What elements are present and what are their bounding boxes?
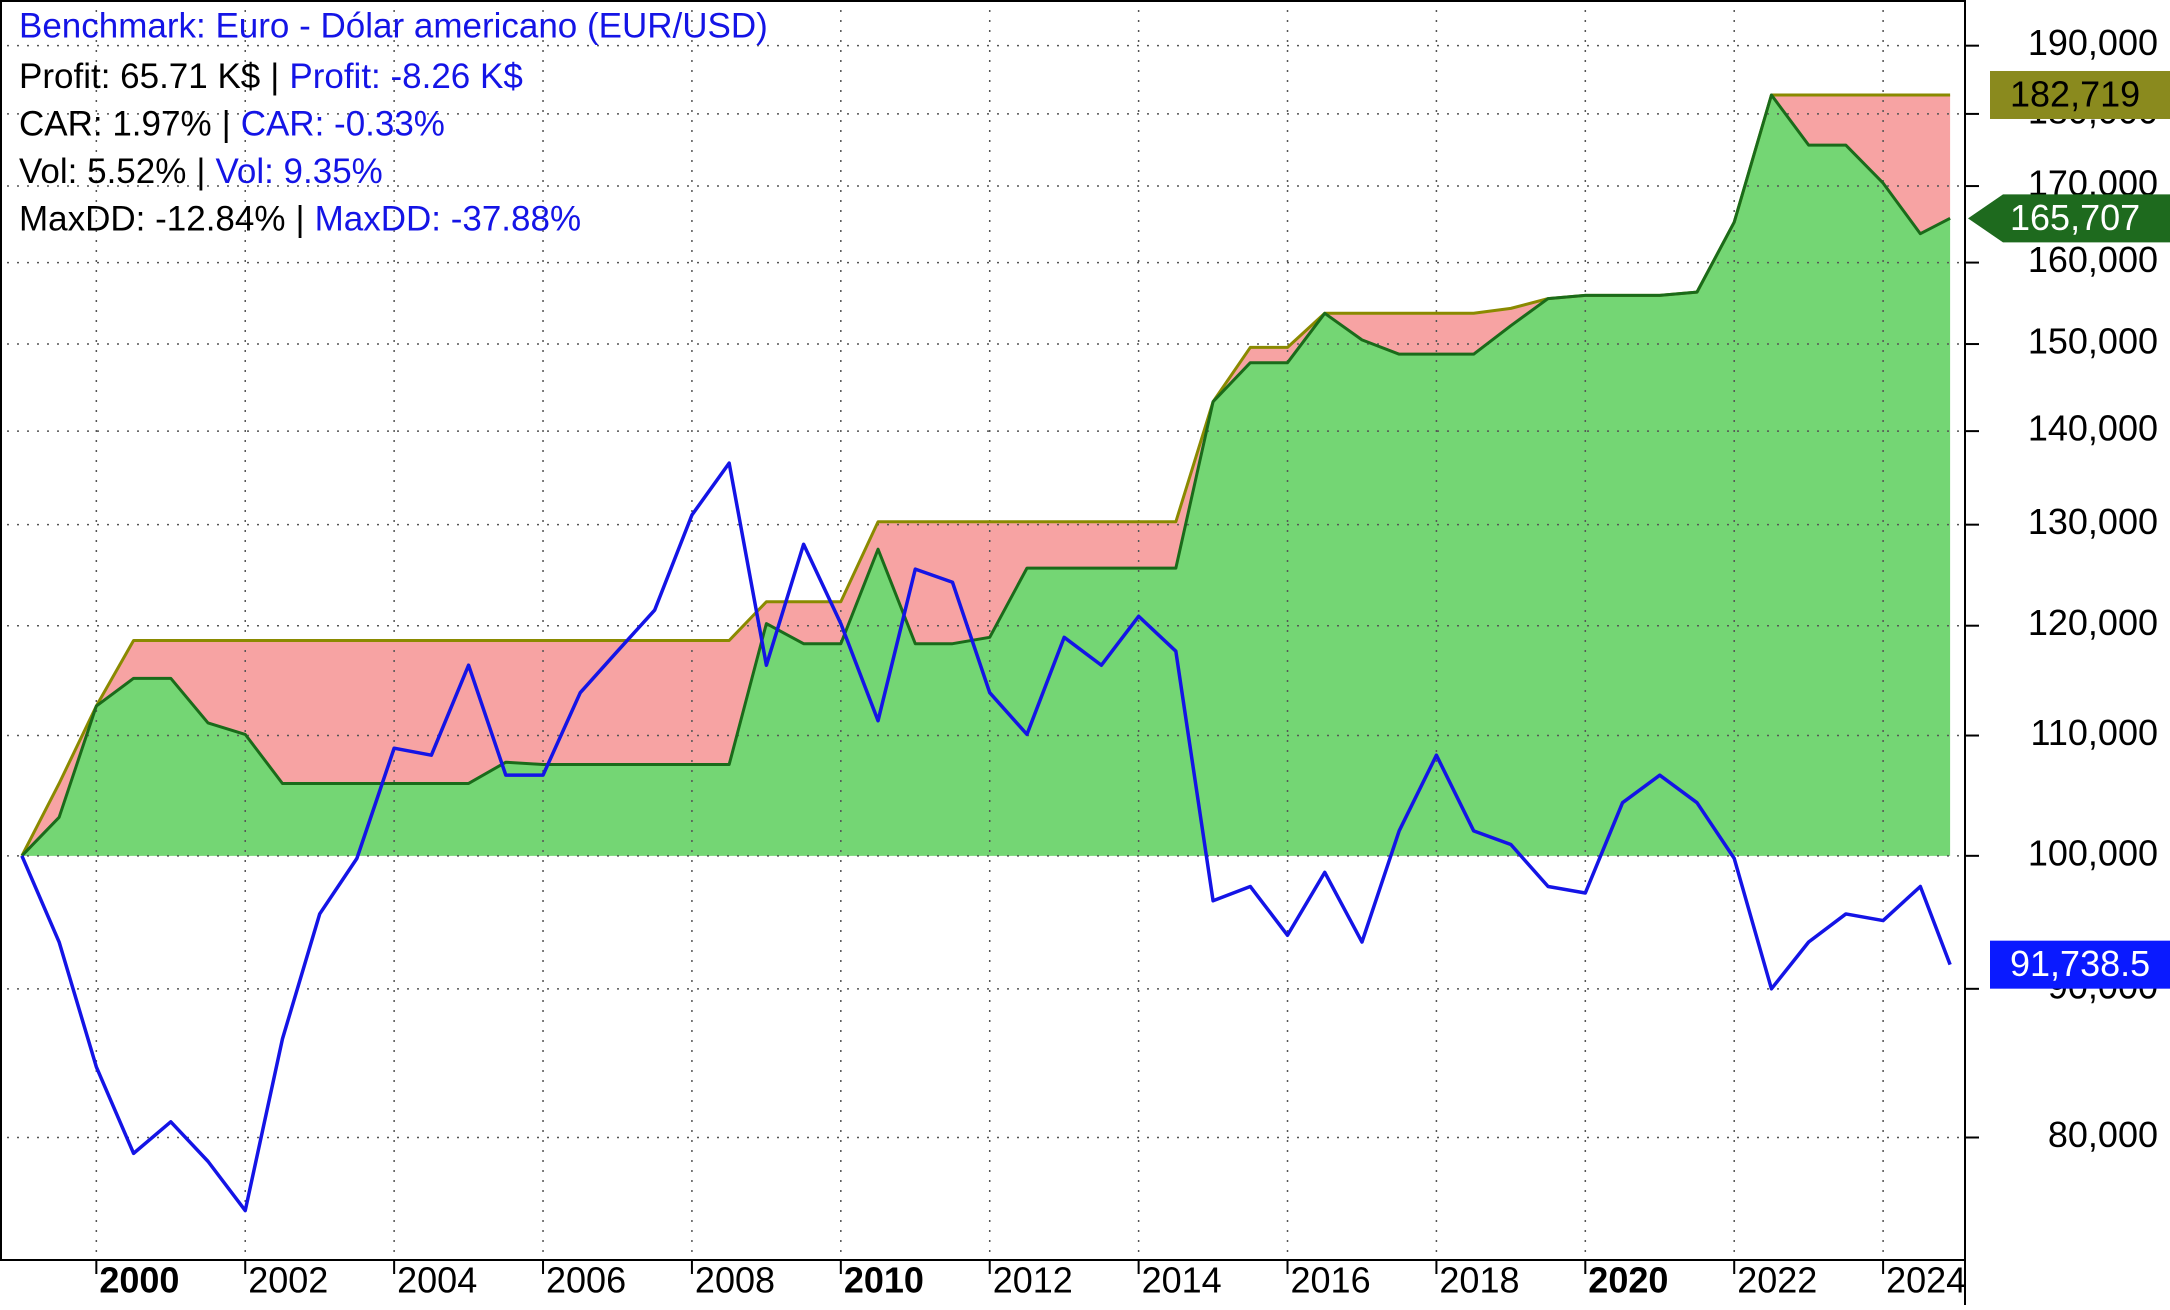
legend-stats: CAR: 1.97% | CAR: -0.33% xyxy=(19,105,445,144)
system-stat: MaxDD: -12.84% xyxy=(19,200,285,239)
separator: | xyxy=(270,57,279,96)
benchmark-stat: Profit: -8.26 K$ xyxy=(289,57,522,96)
y-tick-label: 80,000 xyxy=(2048,1114,2158,1155)
x-tick-label: 2022 xyxy=(1737,1260,1817,1301)
y-tick-label: 150,000 xyxy=(2028,321,2158,362)
value-label: 165,707 xyxy=(2010,197,2140,238)
drawdown-area xyxy=(21,94,1951,856)
separator: | xyxy=(222,105,231,144)
legend-stats: MaxDD: -12.84% | MaxDD: -37.88% xyxy=(19,200,581,239)
system-stat: Vol: 5.52% xyxy=(19,152,186,191)
series-line xyxy=(20,461,1952,1213)
x-tick-label: 2012 xyxy=(993,1260,1073,1301)
x-tick-label: 2020 xyxy=(1588,1260,1668,1301)
y-tick-label: 130,000 xyxy=(2028,501,2158,542)
value-label-box xyxy=(1990,70,2170,119)
value-label: 182,719 xyxy=(2010,74,2140,115)
separator: | xyxy=(295,200,304,239)
x-tick-label: 2000 xyxy=(99,1260,179,1301)
y-tick-label: 140,000 xyxy=(2028,408,2158,449)
x-tick-label: 2018 xyxy=(1439,1260,1519,1301)
y-tick-label: 120,000 xyxy=(2028,602,2158,643)
x-tick-label: 2002 xyxy=(248,1260,328,1301)
x-tick-label: 2024 xyxy=(1886,1260,1966,1301)
benchmark-stat: Vol: 9.35% xyxy=(215,152,382,191)
y-tick-label: 190,000 xyxy=(2028,22,2158,63)
series-line xyxy=(20,93,1951,857)
system-stat: Profit: 65.71 K$ xyxy=(19,57,260,96)
x-tick-label: 2014 xyxy=(1142,1260,1222,1301)
x-tick-label: 2010 xyxy=(844,1260,924,1301)
x-tick-label: 2006 xyxy=(546,1260,626,1301)
value-label: 91,738.5 xyxy=(2010,943,2150,984)
value-label-box xyxy=(1990,940,2170,989)
x-tick-label: 2004 xyxy=(397,1260,477,1301)
value-label-box xyxy=(1968,194,2170,243)
benchmark-stat: CAR: -0.33% xyxy=(241,105,445,144)
legend-stats: Profit: 65.71 K$ | Profit: -8.26 K$ xyxy=(19,57,523,96)
benchmark-stat: MaxDD: -37.88% xyxy=(315,200,581,239)
legend-title: Benchmark: Euro - Dólar americano (EUR/U… xyxy=(19,6,768,45)
y-tick-label: 110,000 xyxy=(2031,712,2158,753)
separator: | xyxy=(196,152,205,191)
system-stat: CAR: 1.97% xyxy=(19,105,212,144)
y-tick-label: 100,000 xyxy=(2028,832,2158,873)
x-tick-label: 2008 xyxy=(695,1260,775,1301)
x-tick-label: 2016 xyxy=(1291,1260,1371,1301)
legend-stats: Vol: 5.52% | Vol: 9.35% xyxy=(19,152,383,191)
equity-area xyxy=(21,94,1951,856)
y-tick-label: 160,000 xyxy=(2028,239,2158,280)
